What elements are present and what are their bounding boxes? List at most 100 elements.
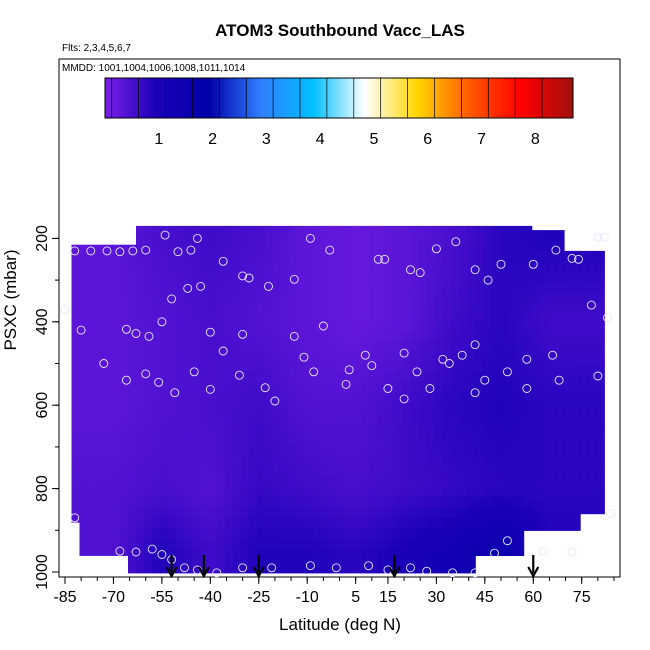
field-cell (289, 434, 299, 446)
field-cell (450, 528, 460, 540)
field-cell (119, 296, 129, 308)
sample-point (522, 354, 532, 364)
field-cell (410, 330, 420, 342)
field-cell (289, 486, 299, 498)
field-cell (176, 225, 186, 237)
field-cell (160, 559, 169, 571)
field-cell (563, 303, 573, 314)
field-cell (144, 455, 153, 467)
field-cell (459, 236, 468, 248)
field-cell (289, 288, 299, 300)
field-cell (515, 538, 525, 550)
field-cell (257, 496, 266, 508)
field-cell (71, 474, 81, 485)
field-cell (515, 225, 525, 237)
field-cell (346, 236, 355, 248)
field-cell (531, 292, 541, 304)
field-cell (128, 307, 137, 319)
field-cell (184, 507, 194, 519)
field-cell (160, 424, 169, 435)
field-cell (370, 424, 379, 435)
field-cell (434, 278, 444, 289)
field-cell (370, 288, 379, 300)
field-cell (71, 369, 81, 381)
field-cell (128, 255, 137, 267)
field-cell (539, 261, 549, 273)
field-cell (79, 244, 89, 256)
field-cell (378, 538, 387, 550)
field-cell (95, 463, 105, 475)
field-cell (539, 313, 549, 325)
field-cell (596, 313, 605, 325)
field-cell (313, 246, 323, 258)
field-cell (410, 288, 420, 300)
field-cell (386, 278, 395, 289)
field-cell (257, 549, 266, 561)
field-cell (305, 298, 315, 310)
field-cell (128, 296, 137, 308)
field-cell (563, 282, 573, 294)
field-cell (467, 434, 476, 446)
field-cell (459, 465, 468, 477)
field-cell (87, 442, 97, 454)
field-cell (144, 330, 153, 342)
field-cell (297, 246, 307, 258)
field-cell (87, 463, 97, 475)
field-cell (232, 361, 242, 373)
field-cell (232, 319, 242, 331)
field-cell (273, 486, 282, 498)
field-cell (596, 438, 605, 450)
field-cell (547, 480, 557, 492)
field-cell (467, 319, 476, 331)
field-cell (337, 246, 347, 258)
field-cell (321, 496, 331, 508)
field-cell (305, 340, 315, 352)
field-cell (434, 486, 444, 498)
field-cell (265, 257, 274, 269)
field-cell (241, 517, 250, 529)
field-cell (531, 344, 541, 356)
colorbar-tick-label: 6 (423, 131, 432, 148)
field-cell (71, 307, 81, 319)
field-cell (119, 369, 129, 381)
field-cell (128, 557, 137, 569)
field-cell (176, 309, 186, 321)
field-cell (119, 286, 129, 298)
field-cell (555, 261, 565, 273)
field-cell (273, 288, 282, 300)
field-cell (136, 278, 145, 289)
field-cell (224, 382, 234, 394)
field-cell (450, 476, 460, 488)
sample-point (267, 563, 277, 573)
field-cell (232, 549, 242, 561)
field-cell (281, 298, 291, 310)
field-cell (378, 413, 387, 425)
y-axis-label: PSXC (mbar) (1, 249, 20, 350)
field-cell (103, 453, 113, 465)
field-cell (515, 298, 525, 310)
field-cell (362, 278, 371, 289)
field-cell (257, 298, 266, 310)
sample-point (415, 268, 425, 278)
field-cell (418, 476, 428, 488)
sample-point (260, 383, 270, 393)
field-cell (136, 267, 145, 279)
field-cell (249, 538, 258, 550)
field-cell (321, 371, 331, 383)
field-cell (410, 246, 420, 258)
field-cell (95, 442, 105, 454)
field-cell (216, 392, 226, 404)
field-cell (572, 480, 581, 492)
field-cell (95, 296, 105, 308)
field-cell (136, 382, 145, 394)
field-cell (103, 442, 113, 454)
sample-point (131, 329, 141, 338)
x-tick-label: -55 (150, 589, 173, 606)
field-cell (386, 298, 395, 310)
field-cell (442, 288, 452, 300)
field-cell (95, 484, 105, 496)
field-cell (580, 355, 589, 367)
field-cell (111, 453, 121, 465)
field-cell (200, 309, 210, 321)
